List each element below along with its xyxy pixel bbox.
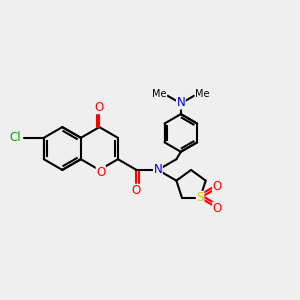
Text: S: S xyxy=(196,191,204,204)
Text: N: N xyxy=(176,96,185,109)
Text: Cl: Cl xyxy=(9,131,20,144)
Text: Me: Me xyxy=(195,89,210,99)
Text: O: O xyxy=(213,202,222,215)
Text: O: O xyxy=(95,100,104,114)
Text: O: O xyxy=(132,184,141,197)
Text: N: N xyxy=(154,164,162,176)
Text: O: O xyxy=(96,166,106,179)
Text: Me: Me xyxy=(152,89,166,99)
Text: O: O xyxy=(213,180,222,194)
